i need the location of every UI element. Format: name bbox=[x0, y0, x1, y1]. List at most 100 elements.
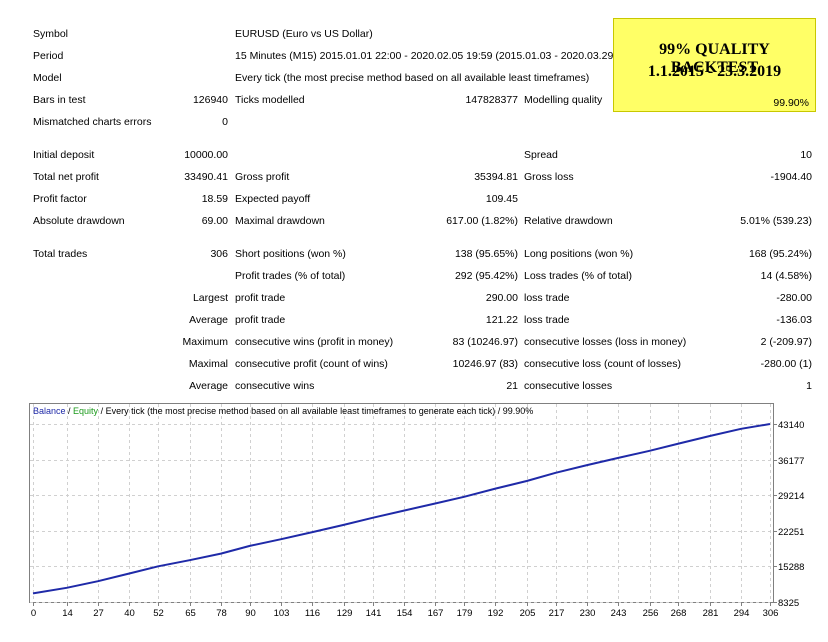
quality-badge: 99% QUALITY BACKTEST 1.1.2015 - 25.3.201… bbox=[613, 18, 816, 112]
average-label: Average bbox=[189, 314, 228, 326]
largest-profit-label: profit trade bbox=[235, 292, 286, 304]
average-consec-label: Average bbox=[189, 380, 228, 392]
maximum-label: Maximum bbox=[182, 336, 228, 348]
maximal-loss-label: consecutive loss (count of losses) bbox=[524, 358, 681, 370]
average-profit-label: profit trade bbox=[235, 314, 286, 326]
chart-lines bbox=[32, 423, 771, 595]
x-tick-label: 78 bbox=[216, 608, 227, 619]
x-tick-label: 27 bbox=[93, 608, 104, 619]
x-tick-label: 268 bbox=[671, 608, 687, 619]
maximal-profit-label: consecutive profit (count of wins) bbox=[235, 358, 388, 370]
x-tick-label: 167 bbox=[428, 608, 444, 619]
bars-in-test-label: Bars in test bbox=[33, 94, 86, 106]
chart-legend: Balance / Equity / Every tick (the most … bbox=[33, 406, 533, 416]
expected-payoff-label: Expected payoff bbox=[235, 193, 311, 205]
short-positions-value: 138 (95.65%) bbox=[454, 248, 518, 260]
symbol-value: EURUSD (Euro vs US Dollar) bbox=[235, 28, 373, 40]
spread-label: Spread bbox=[524, 149, 558, 161]
total-trades-value: 306 bbox=[210, 248, 228, 260]
average-consec-wins-label: consecutive wins bbox=[235, 380, 315, 392]
loss-trades-value: 14 (4.58%) bbox=[760, 270, 812, 282]
initial-deposit-value: 10000.00 bbox=[184, 149, 228, 161]
chart-grid bbox=[30, 404, 773, 603]
largest-label: Largest bbox=[192, 292, 228, 304]
x-tick-label: 230 bbox=[580, 608, 596, 619]
mismatched-label: Mismatched charts errors bbox=[33, 116, 152, 128]
relative-drawdown-value: 5.01% (539.23) bbox=[740, 215, 812, 227]
x-tick-label: 281 bbox=[703, 608, 719, 619]
x-tick-label: 129 bbox=[337, 608, 353, 619]
y-tick-label: 29214 bbox=[778, 491, 804, 502]
y-tick-label: 22251 bbox=[778, 527, 804, 538]
largest-loss-value: -280.00 bbox=[776, 292, 812, 304]
model-value: Every tick (the most precise method base… bbox=[235, 72, 590, 84]
x-tick-label: 116 bbox=[305, 608, 320, 619]
bars-in-test-value: 126940 bbox=[192, 94, 228, 106]
gross-loss-label: Gross loss bbox=[524, 171, 574, 183]
x-tick-label: 179 bbox=[457, 608, 473, 619]
x-tick-label: 192 bbox=[488, 608, 504, 619]
x-tick-label: 205 bbox=[520, 608, 536, 619]
average-loss-label: loss trade bbox=[524, 314, 570, 326]
period-value: 15 Minutes (M15) 2015.01.01 22:00 - 2020… bbox=[235, 50, 617, 62]
x-tick-label: 52 bbox=[153, 608, 164, 619]
x-tick-label: 306 bbox=[763, 608, 779, 619]
short-positions-label: Short positions (won %) bbox=[235, 248, 346, 260]
x-tick-label: 256 bbox=[643, 608, 659, 619]
profit-factor-value: 18.59 bbox=[201, 193, 228, 205]
profit-trades-value: 292 (95.42%) bbox=[454, 270, 518, 282]
total-net-profit-label: Total net profit bbox=[33, 171, 99, 183]
total-net-profit-value: 33490.41 bbox=[184, 171, 228, 183]
maximal-loss-value: -280.00 (1) bbox=[760, 358, 812, 370]
legend-balance: Balance bbox=[33, 406, 66, 416]
initial-deposit-label: Initial deposit bbox=[33, 149, 95, 161]
maximum-wins-label: consecutive wins (profit in money) bbox=[235, 336, 394, 348]
total-trades-label: Total trades bbox=[33, 248, 88, 260]
x-tick-label: 90 bbox=[245, 608, 256, 619]
absolute-drawdown-label: Absolute drawdown bbox=[33, 215, 125, 227]
average-consec-wins-value: 21 bbox=[506, 380, 518, 392]
gross-loss-value: -1904.40 bbox=[770, 171, 812, 183]
spread-value: 10 bbox=[800, 149, 812, 161]
largest-profit-value: 290.00 bbox=[485, 292, 518, 304]
y-tick-label: 8325 bbox=[778, 598, 799, 609]
x-tick-label: 40 bbox=[124, 608, 135, 619]
maximum-wins-value: 83 (10246.97) bbox=[452, 336, 518, 348]
x-tick-label: 14 bbox=[62, 608, 73, 619]
profit-factor-label: Profit factor bbox=[33, 193, 87, 205]
long-positions-label: Long positions (won %) bbox=[524, 248, 634, 260]
period-label: Period bbox=[33, 50, 64, 62]
modelling-quality-value: 99.90% bbox=[773, 97, 809, 109]
y-axis-ticks: 43140 36177 29214 22251 15288 8325 bbox=[773, 420, 804, 609]
maximal-drawdown-value: 617.00 (1.82%) bbox=[446, 215, 518, 227]
long-positions-value: 168 (95.24%) bbox=[748, 248, 812, 260]
average-loss-value: -136.03 bbox=[776, 314, 812, 326]
x-axis-ticks: 0 14 27 40 52 65 78 90 103 116 129 141 154 167 179 192 2… bbox=[31, 602, 779, 619]
modelling-quality-label: Modelling quality bbox=[524, 94, 603, 106]
average-consec-losses-value: 1 bbox=[806, 380, 812, 392]
y-tick-label: 15288 bbox=[778, 562, 804, 573]
absolute-drawdown-value: 69.00 bbox=[201, 215, 228, 227]
x-tick-label: 65 bbox=[185, 608, 196, 619]
legend-equity: Equity bbox=[73, 406, 99, 416]
legend-description: / Every tick (the most precise method ba… bbox=[98, 406, 534, 416]
maximal-label: Maximal bbox=[188, 358, 228, 370]
relative-drawdown-label: Relative drawdown bbox=[524, 215, 613, 227]
y-tick-label: 36177 bbox=[778, 456, 804, 467]
y-tick-label: 43140 bbox=[778, 420, 804, 431]
mismatched-value: 0 bbox=[222, 116, 228, 128]
x-tick-label: 141 bbox=[366, 608, 382, 619]
x-tick-label: 0 bbox=[31, 608, 36, 619]
maximal-profit-value: 10246.97 (83) bbox=[452, 358, 518, 370]
largest-loss-label: loss trade bbox=[524, 292, 570, 304]
maximum-losses-value: 2 (-209.97) bbox=[760, 336, 812, 348]
maximal-drawdown-label: Maximal drawdown bbox=[235, 215, 325, 227]
ticks-modelled-label: Ticks modelled bbox=[235, 94, 305, 106]
x-tick-label: 294 bbox=[734, 608, 750, 619]
average-profit-value: 121.22 bbox=[485, 314, 518, 326]
ticks-modelled-value: 147828377 bbox=[465, 94, 518, 106]
gross-profit-label: Gross profit bbox=[235, 171, 290, 183]
average-consec-losses-label: consecutive losses bbox=[524, 380, 613, 392]
legend-separator: / bbox=[65, 406, 74, 416]
